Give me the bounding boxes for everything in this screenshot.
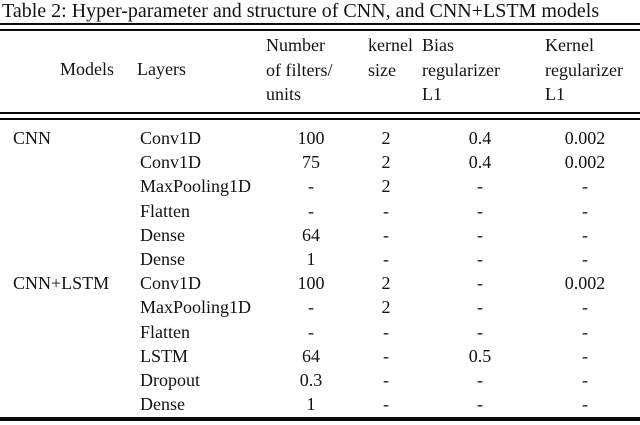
cell-bias-regularizer: -: [477, 273, 483, 294]
cell-filters: 100: [297, 128, 325, 148]
table-row: Conv1D 75 2 0.4 0.002: [0, 150, 640, 174]
cell-bias-regularizer: -: [477, 321, 483, 342]
cell-kernel-size: 2: [381, 128, 391, 148]
cell-layer: Dense: [140, 224, 185, 245]
cell-filters: -: [308, 321, 314, 342]
cell-kernel-size: -: [383, 248, 389, 269]
cell-filters: 100: [297, 273, 325, 294]
cell-kernel-size: -: [383, 224, 389, 245]
cell-bias-regularizer: -: [477, 224, 483, 245]
cell-model: CNN: [13, 128, 52, 148]
cell-kernel-size: 2: [381, 297, 391, 318]
column-header-models: Models: [60, 59, 114, 79]
cell-layer: Flatten: [140, 200, 190, 221]
cell-filters: 64: [302, 345, 320, 366]
cell-layer: Dense: [140, 394, 185, 415]
cell-kernel-regularizer: -: [582, 345, 588, 366]
cell-kernel-size: -: [383, 345, 389, 366]
cell-filters: 1: [306, 248, 316, 269]
table-row: Dense 1 - - -: [0, 247, 640, 271]
cell-filters: -: [308, 176, 314, 197]
cell-filters: -: [308, 297, 314, 318]
column-header-layers: Layers: [137, 59, 186, 79]
cell-layer: MaxPooling1D: [140, 176, 252, 197]
table-row: Dropout 0.3 - - -: [0, 368, 640, 392]
table-row: Dense 1 - - -: [0, 392, 640, 416]
table-row: CNN+LSTM Conv1D 100 2 - 0.002: [0, 271, 640, 295]
cell-kernel-regularizer: -: [582, 369, 588, 390]
cell-kernel-regularizer: -: [582, 200, 588, 221]
cell-bias-regularizer: -: [477, 248, 483, 269]
cell-kernel-regularizer: -: [582, 321, 588, 342]
cell-kernel-regularizer: -: [582, 297, 588, 318]
table-row: Flatten - - - -: [0, 199, 640, 223]
table-row: MaxPooling1D - 2 - -: [0, 174, 640, 198]
cell-bias-regularizer: -: [477, 200, 483, 221]
cell-bias-regularizer: 0.4: [468, 152, 492, 173]
cell-layer: Flatten: [140, 321, 190, 342]
cell-kernel-size: -: [383, 369, 389, 390]
table-row: Flatten - - - -: [0, 320, 640, 344]
cell-layer: LSTM: [140, 345, 189, 366]
table-row: MaxPooling1D - 2 - -: [0, 295, 640, 319]
column-header-bias-regularizer: Bias regularizer L1: [422, 35, 500, 104]
column-header-kernel-regularizer: Kernel regularizer L1: [545, 35, 623, 104]
cell-bias-regularizer: -: [477, 176, 483, 197]
bottom-rule: [0, 417, 640, 421]
cell-layer: Conv1D: [140, 128, 202, 148]
cell-kernel-size: 2: [381, 273, 391, 294]
column-header-number-of-filters: Number of filters/ units: [266, 35, 333, 104]
cell-filters: 0.3: [299, 369, 323, 390]
table-row: CNN Conv1D 100 2 0.4 0.002: [0, 126, 640, 150]
table-row: LSTM 64 - 0.5 -: [0, 344, 640, 368]
cell-kernel-regularizer: 0.002: [564, 273, 606, 294]
cell-bias-regularizer: -: [477, 369, 483, 390]
cell-kernel-regularizer: -: [582, 224, 588, 245]
cell-layer: Dropout: [140, 369, 200, 390]
cell-kernel-regularizer: -: [582, 176, 588, 197]
cell-bias-regularizer: 0.5: [468, 345, 492, 366]
header-double-rule: [0, 112, 640, 120]
cell-bias-regularizer: 0.4: [468, 128, 492, 148]
cell-kernel-size: -: [383, 321, 389, 342]
cell-kernel-size: -: [383, 394, 389, 415]
cell-layer: Conv1D: [140, 273, 202, 294]
cell-model: CNN+LSTM: [13, 273, 110, 294]
cell-layer: MaxPooling1D: [140, 297, 252, 318]
cell-bias-regularizer: -: [477, 394, 483, 415]
cell-filters: 75: [302, 152, 320, 173]
cell-filters: 1: [306, 394, 316, 415]
cell-layer: Conv1D: [140, 152, 202, 173]
cell-kernel-regularizer: -: [582, 394, 588, 415]
cell-layer: Dense: [140, 248, 185, 269]
table-row: Dense 64 - - -: [0, 223, 640, 247]
cell-kernel-size: 2: [381, 176, 391, 197]
cell-filters: -: [308, 200, 314, 221]
cell-kernel-regularizer: 0.002: [564, 152, 606, 173]
cell-filters: 64: [302, 224, 320, 245]
cell-kernel-regularizer: -: [582, 248, 588, 269]
cell-kernel-size: -: [383, 200, 389, 221]
table-body: CNN Conv1D 100 2 0.4 0.002 Conv1D 75 2 0…: [0, 126, 640, 416]
cell-bias-regularizer: -: [477, 297, 483, 318]
top-double-rule: [0, 23, 640, 31]
column-header-kernel-size: kernel size: [368, 35, 413, 80]
cell-kernel-regularizer: 0.002: [564, 128, 606, 148]
cell-kernel-size: 2: [381, 152, 391, 173]
table-caption: Table 2: Hyper-parameter and structure o…: [2, 0, 600, 22]
